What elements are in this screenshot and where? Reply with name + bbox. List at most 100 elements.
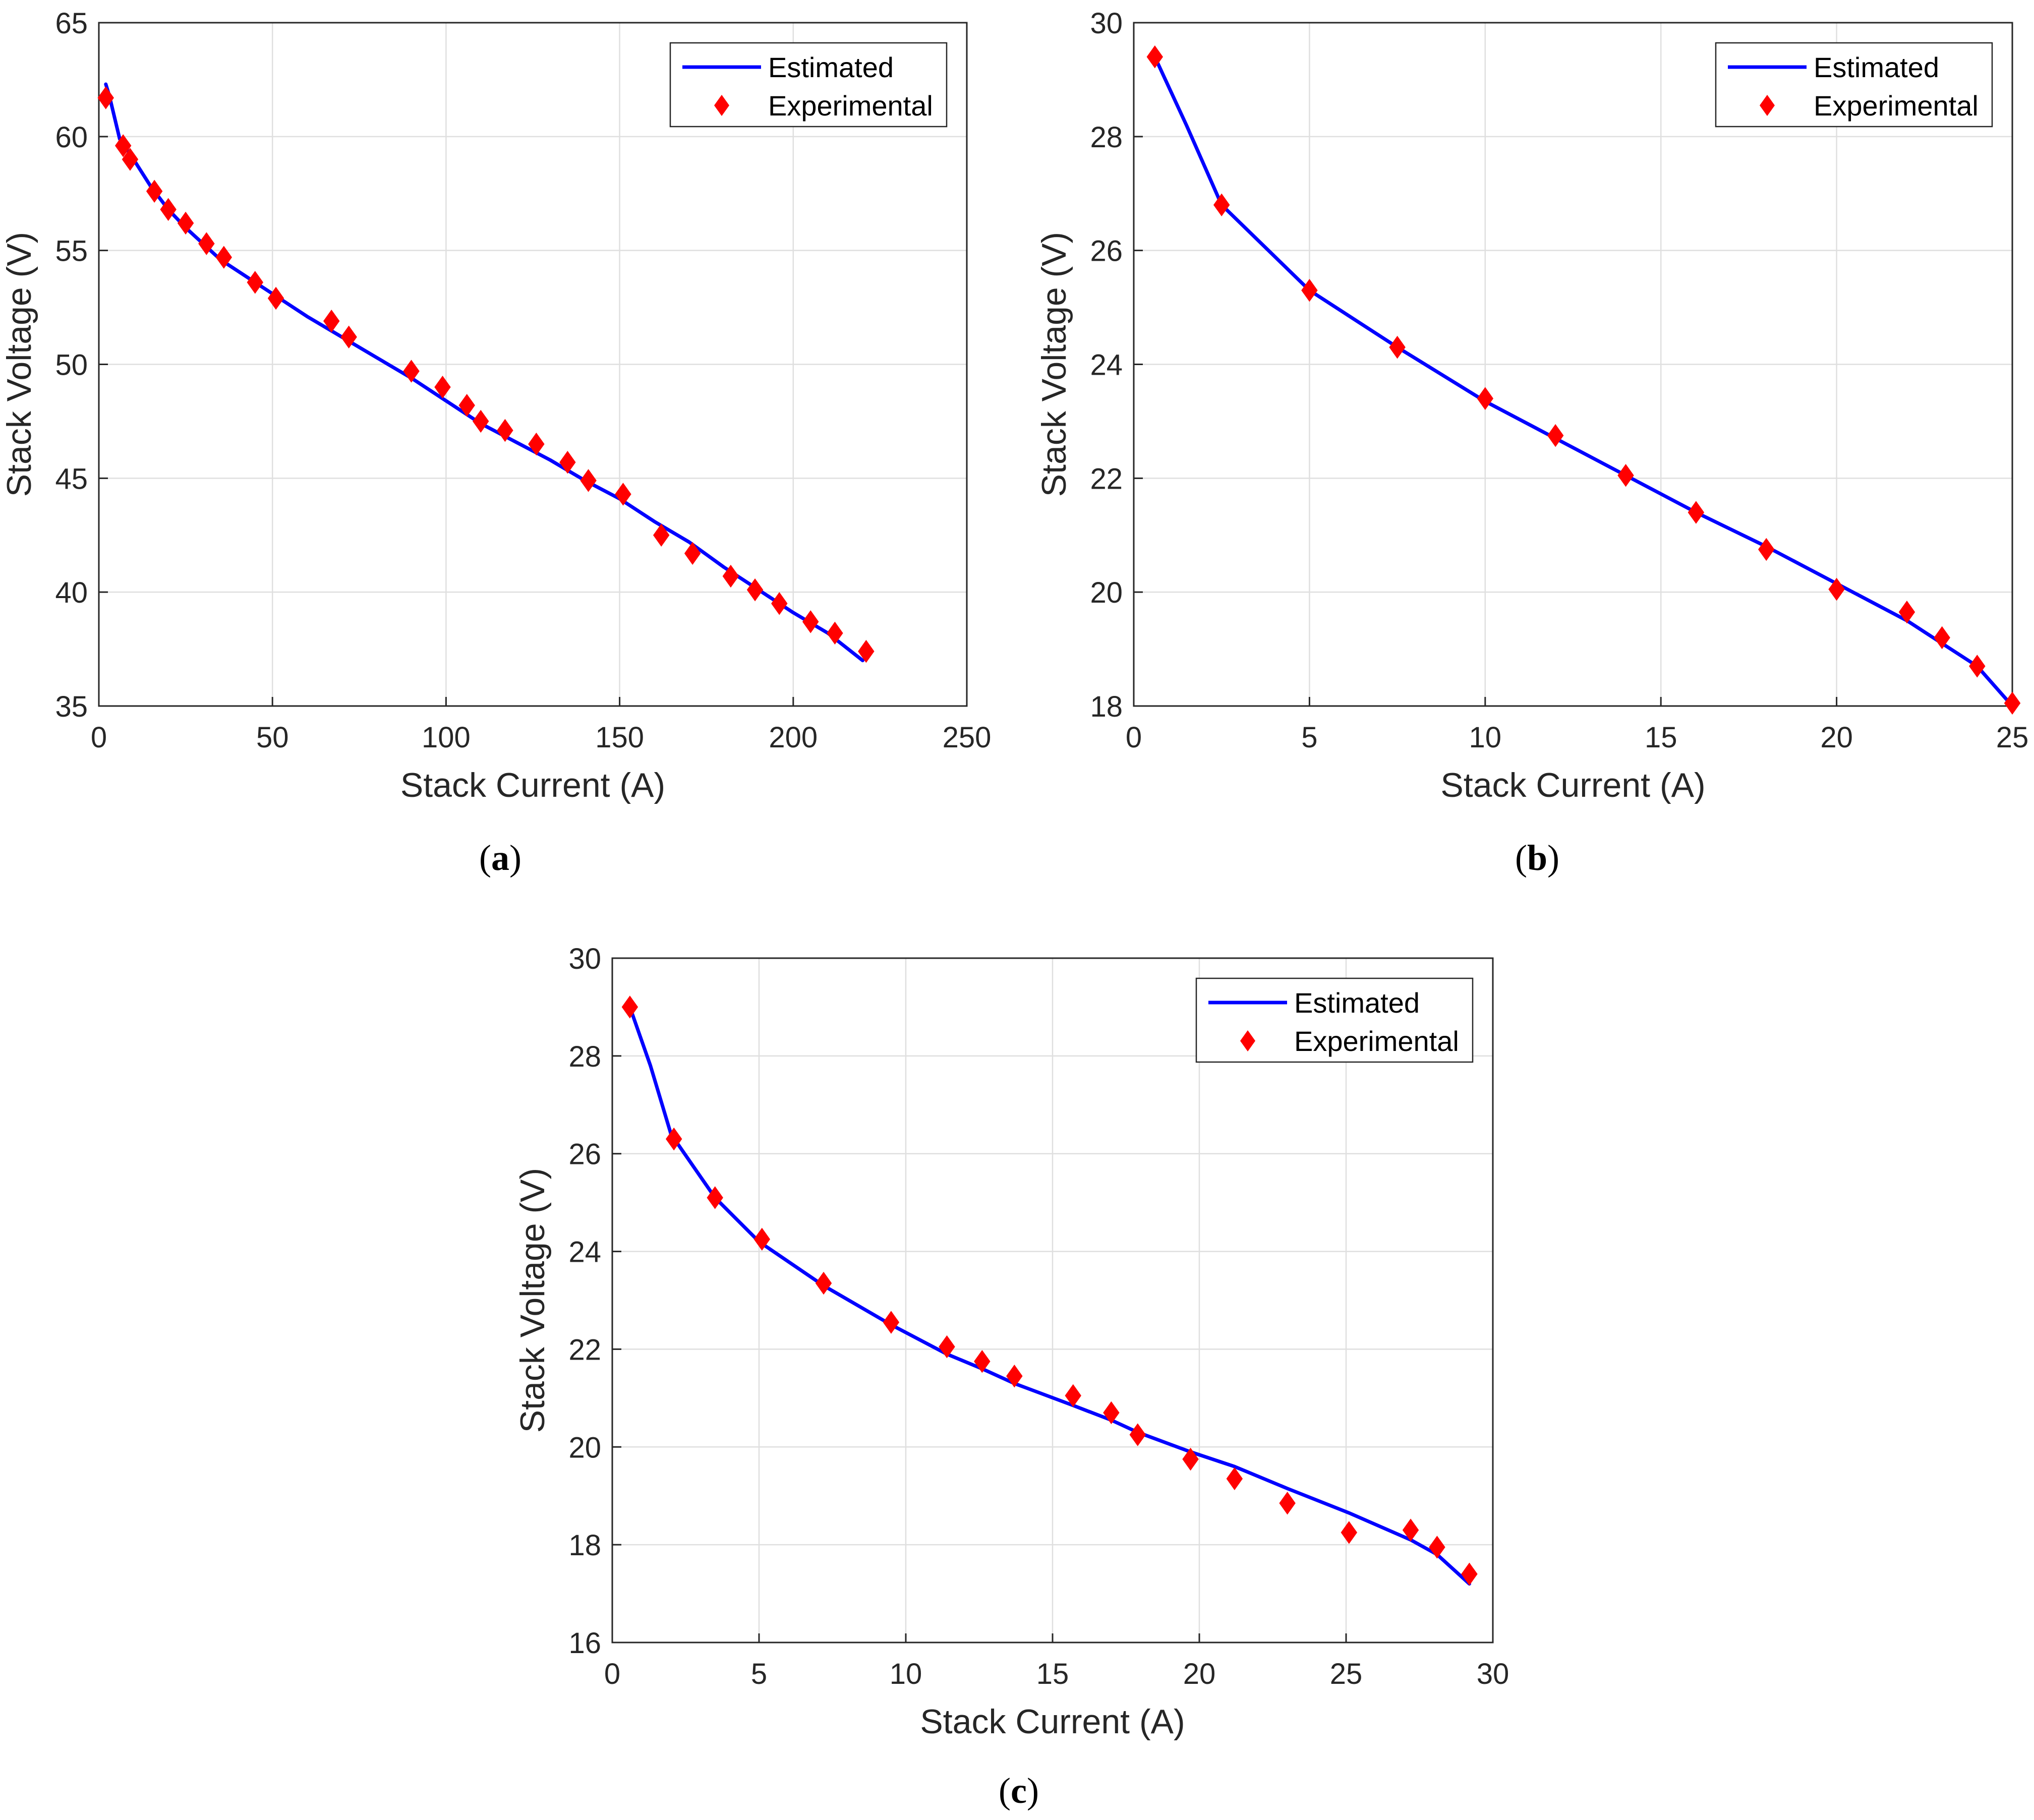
grid-a bbox=[98, 22, 968, 707]
x-axis-label: Stack Current (A) bbox=[920, 1702, 1185, 1741]
data-point-experimental bbox=[215, 246, 233, 269]
data-point-experimental bbox=[802, 610, 819, 633]
data-point-experimental bbox=[827, 621, 843, 645]
data-point-experimental bbox=[939, 1335, 955, 1359]
legend-a: Estimated Experimental bbox=[669, 42, 948, 128]
legend-c: Estimated Experimental bbox=[1195, 977, 1474, 1063]
y-tick-label: 18 bbox=[1090, 690, 1123, 723]
y-tick-label: 22 bbox=[1090, 462, 1123, 495]
x-tick-label: 200 bbox=[769, 721, 818, 754]
x-axis-label: Stack Current (A) bbox=[400, 766, 665, 804]
data-point-experimental bbox=[1461, 1562, 1478, 1586]
y-tick-label: 20 bbox=[568, 1431, 601, 1464]
x-tick-label: 25 bbox=[1330, 1658, 1363, 1690]
x-tick-label: 250 bbox=[943, 721, 992, 754]
data-point-experimental bbox=[1182, 1447, 1199, 1471]
x-tick-label: 20 bbox=[1183, 1658, 1216, 1690]
data-point-experimental bbox=[97, 86, 114, 109]
x-tick-label: 10 bbox=[1469, 721, 1502, 754]
data-point-experimental bbox=[2004, 691, 2021, 715]
data-point-experimental bbox=[1301, 278, 1318, 302]
data-point-experimental bbox=[722, 564, 739, 588]
x-tick-label: 30 bbox=[1477, 1658, 1509, 1690]
legend-swatch-experimental bbox=[1760, 95, 1775, 116]
legend-label-experimental: Experimental bbox=[768, 90, 933, 122]
data-point-experimental bbox=[1341, 1521, 1358, 1544]
data-point-experimental bbox=[1006, 1365, 1023, 1388]
caption-b-letter: b bbox=[1527, 838, 1548, 878]
data-point-experimental bbox=[323, 309, 340, 333]
data-point-experimental bbox=[1477, 387, 1494, 410]
data-point-experimental bbox=[528, 432, 545, 456]
y-tick-label: 16 bbox=[568, 1627, 601, 1660]
data-point-experimental bbox=[883, 1311, 900, 1334]
y-tick-label: 35 bbox=[55, 690, 88, 723]
data-point-experimental bbox=[1279, 1492, 1296, 1515]
data-point-experimental bbox=[114, 134, 132, 157]
data-point-experimental bbox=[1617, 463, 1634, 487]
series-group-c bbox=[628, 1005, 1471, 1586]
x-tick-label: 0 bbox=[1126, 721, 1142, 754]
caption-c: (c) bbox=[999, 1771, 1039, 1811]
x-tick-label: 50 bbox=[256, 721, 289, 754]
data-point-experimental bbox=[621, 995, 638, 1019]
legend-box bbox=[1195, 977, 1474, 1063]
chart-c: 0 5 10 15 20 25 30 16 18 20 22 24 26 28 30 Stack Curren… bbox=[513, 943, 1509, 1741]
data-point-experimental bbox=[1429, 1536, 1445, 1559]
y-tick-label: 26 bbox=[568, 1138, 601, 1171]
caption-a: (a) bbox=[479, 838, 521, 878]
caption-a-letter: a bbox=[491, 838, 509, 878]
data-point-experimental bbox=[473, 409, 489, 433]
y-tick-label: 40 bbox=[55, 576, 88, 609]
data-point-experimental bbox=[1103, 1401, 1120, 1425]
data-point-experimental bbox=[665, 1127, 682, 1151]
data-point-experimental bbox=[1688, 501, 1705, 524]
data-point-experimental bbox=[1758, 538, 1775, 561]
data-point-experimental bbox=[746, 578, 764, 602]
y-tick-label: 26 bbox=[1090, 235, 1123, 268]
legend-label-estimated: Estimated bbox=[768, 51, 894, 83]
chart-b: 0 5 10 15 20 25 18 20 22 24 26 28 30 Stack Current (A… bbox=[1035, 7, 2028, 804]
y-tick-label: 55 bbox=[55, 235, 88, 268]
data-point-experimental bbox=[267, 286, 284, 310]
y-tick-label: 65 bbox=[55, 7, 88, 40]
legend-swatch-experimental bbox=[714, 95, 729, 116]
chart-a: 0 50 100 150 200 250 35 40 45 50 55 60 65 Stack Curre… bbox=[0, 7, 991, 804]
data-point-experimental bbox=[146, 180, 163, 203]
series-group-a bbox=[104, 82, 864, 663]
y-tick-label: 18 bbox=[568, 1529, 601, 1562]
data-point-experimental bbox=[403, 360, 420, 383]
legend-label-estimated: Estimated bbox=[1814, 51, 1939, 83]
x-tick-label: 15 bbox=[1645, 721, 1677, 754]
data-point-experimental bbox=[707, 1186, 723, 1209]
data-point-experimental bbox=[1828, 577, 1845, 601]
legend-label-experimental: Experimental bbox=[1294, 1025, 1459, 1057]
data-point-experimental bbox=[458, 394, 475, 417]
x-tick-label: 0 bbox=[91, 721, 107, 754]
data-point-experimental bbox=[615, 483, 631, 506]
data-point-experimental bbox=[198, 232, 215, 255]
data-point-experimental bbox=[1065, 1384, 1081, 1407]
y-axis-label: Stack Voltage (V) bbox=[0, 232, 38, 497]
data-point-experimental bbox=[1146, 45, 1164, 69]
data-point-experimental bbox=[1389, 335, 1406, 359]
data-point-experimental bbox=[815, 1271, 832, 1295]
data-point-experimental bbox=[160, 198, 177, 221]
caption-c-letter: c bbox=[1011, 1771, 1027, 1811]
x-tick-label: 20 bbox=[1820, 721, 1853, 754]
y-tick-label: 50 bbox=[55, 349, 88, 382]
data-point-experimental bbox=[1226, 1467, 1243, 1491]
data-point-experimental bbox=[974, 1349, 991, 1373]
x-tick-label: 15 bbox=[1036, 1658, 1069, 1690]
data-point-experimental bbox=[122, 148, 139, 171]
x-axis-label: Stack Current (A) bbox=[1440, 766, 1705, 804]
legend-b: Estimated Experimental bbox=[1715, 42, 1993, 128]
data-point-experimental bbox=[434, 375, 451, 399]
data-point-experimental bbox=[1969, 655, 1986, 678]
y-axis-label: Stack Voltage (V) bbox=[513, 1168, 552, 1433]
data-point-experimental bbox=[653, 523, 670, 547]
data-point-experimental bbox=[858, 639, 875, 663]
data-point-experimental bbox=[1547, 424, 1564, 447]
